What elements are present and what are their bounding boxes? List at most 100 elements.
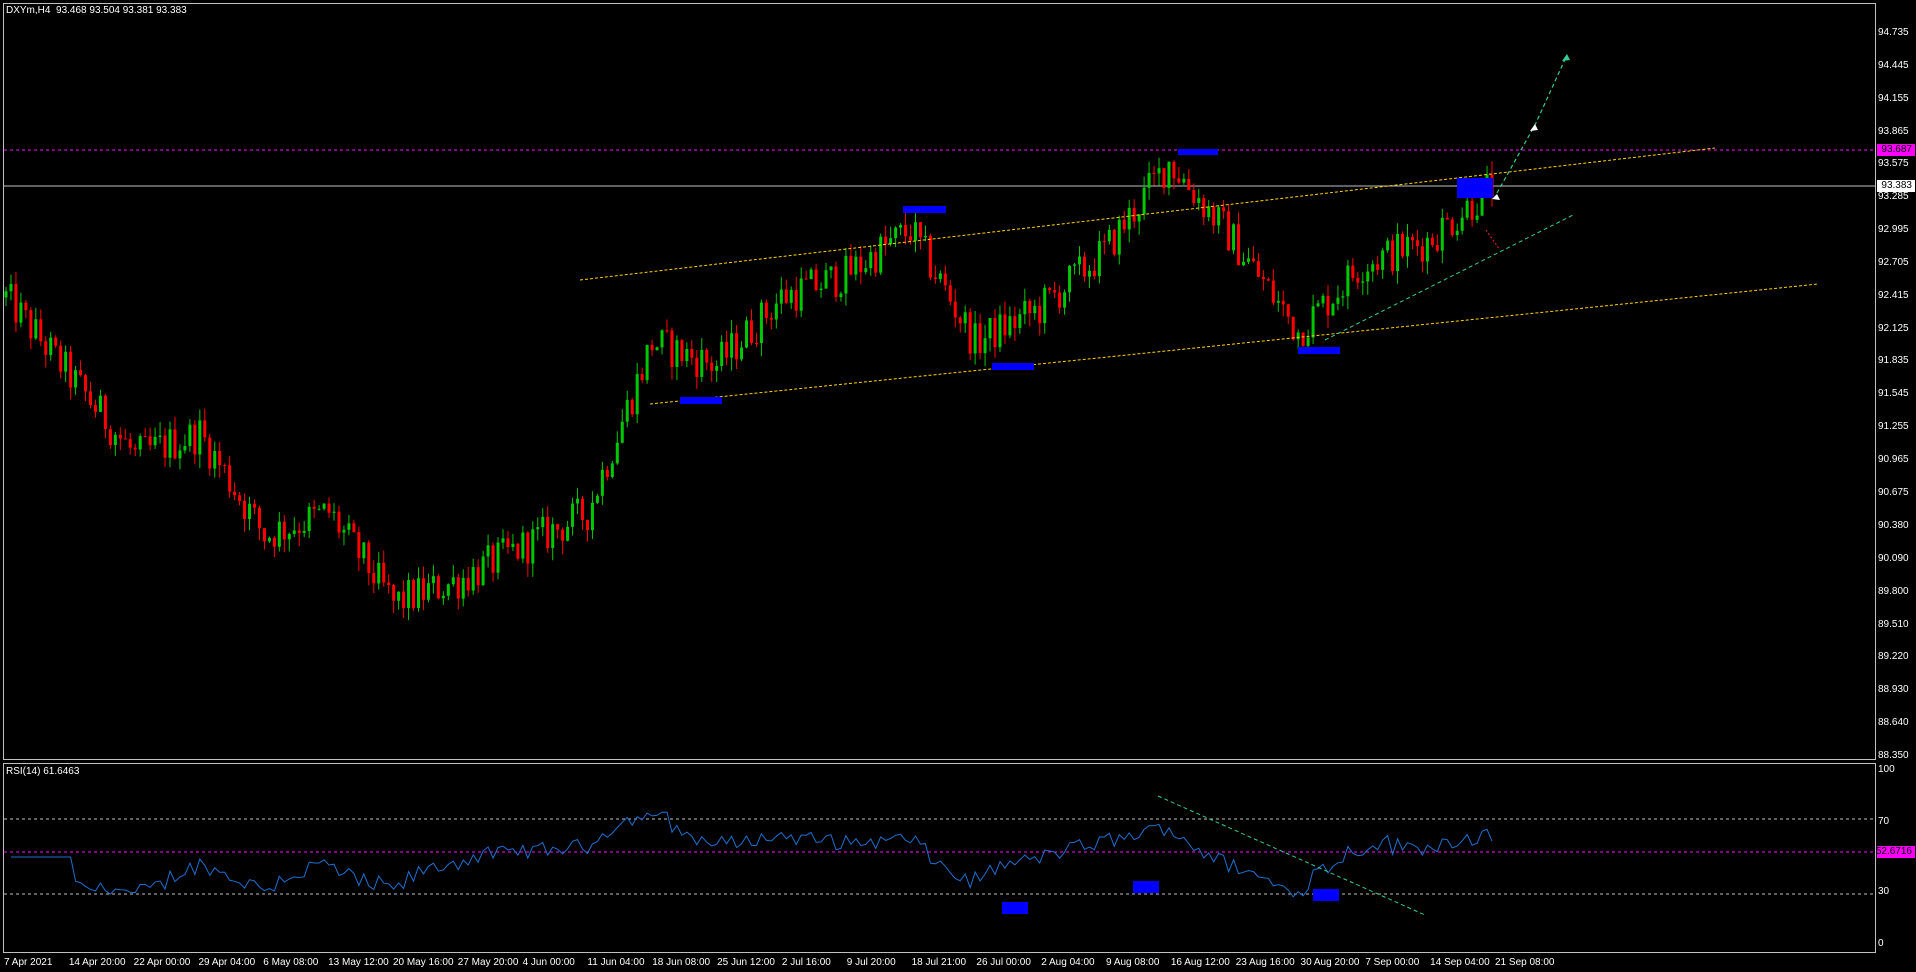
- price-panel-border: [3, 3, 1876, 760]
- candle-body: [844, 255, 848, 294]
- rsi-divergence-line[interactable]: [1157, 795, 1426, 916]
- candle-body: [600, 469, 604, 496]
- candle-body: [233, 491, 237, 496]
- candle-body: [784, 289, 788, 303]
- candle-body: [1023, 300, 1027, 315]
- candle-body: [392, 584, 396, 601]
- candle-body: [1197, 198, 1201, 203]
- candle-body: [1391, 240, 1395, 272]
- rsi-zone-2[interactable]: [1133, 881, 1159, 893]
- candle-body: [456, 577, 460, 599]
- candle-body: [571, 503, 575, 527]
- candle-body: [615, 442, 619, 464]
- candle-body: [352, 523, 356, 533]
- candle-body: [357, 532, 361, 559]
- candle-body: [1251, 258, 1255, 262]
- candle-body: [312, 506, 316, 509]
- time-axis-label: 9 Jul 20:00: [846, 957, 896, 968]
- candle-body: [248, 503, 252, 519]
- candle-body: [367, 542, 371, 574]
- candle-body: [566, 526, 570, 541]
- swing-low-zone-2[interactable]: [992, 363, 1034, 370]
- candle-body: [39, 319, 43, 342]
- candle-body: [973, 323, 977, 354]
- candle-body: [14, 283, 18, 323]
- breakout-zone[interactable]: [1457, 178, 1493, 198]
- price-axis-label: 90.380: [1878, 520, 1909, 532]
- price-axis-label: 90.090: [1878, 552, 1909, 564]
- candle-body: [1008, 316, 1012, 336]
- candle-body: [223, 465, 227, 467]
- candle-body: [839, 293, 843, 298]
- price-axis-label: 88.350: [1878, 750, 1909, 761]
- candle-body: [1068, 265, 1072, 293]
- swing-high-zone-2[interactable]: [1178, 149, 1218, 155]
- price-axis-label: 89.220: [1878, 651, 1909, 663]
- candle-body: [918, 222, 922, 238]
- time-axis-label: 21 Sep 08:00: [1495, 957, 1555, 968]
- candle-body: [660, 330, 664, 348]
- candle-body: [461, 577, 465, 599]
- swing-low-zone-3[interactable]: [1298, 347, 1340, 354]
- price-axis-label: 93.575: [1878, 158, 1909, 170]
- time-axis-label: 29 Apr 04:00: [198, 957, 256, 968]
- candle-body: [526, 532, 530, 564]
- price-axis-label: 90.965: [1878, 453, 1909, 465]
- rising-trend-line[interactable]: [1324, 213, 1576, 341]
- time-axis-label: 11 Jun 04:00: [587, 957, 645, 968]
- time-axis-label: 7 Apr 2021: [4, 957, 53, 968]
- candle-body: [933, 277, 937, 279]
- candle-body: [546, 516, 550, 548]
- candle-body: [1321, 295, 1325, 304]
- candle-body: [1331, 303, 1335, 316]
- price-axis-label: 91.835: [1878, 355, 1909, 367]
- candle-body: [436, 576, 440, 599]
- time-axis-label: 23 Aug 16:00: [1235, 957, 1295, 968]
- candle-body: [774, 303, 778, 320]
- channel-upper-line[interactable]: [579, 147, 1716, 281]
- candle-body: [605, 469, 609, 477]
- rsi-zone-3[interactable]: [1313, 889, 1339, 901]
- candle-body: [1112, 229, 1116, 255]
- time-axis-label: 14 Apr 20:00: [68, 957, 126, 968]
- candle-body: [1132, 207, 1136, 222]
- candle-body: [342, 529, 346, 533]
- candle-body: [1336, 297, 1340, 304]
- candle-body: [1425, 237, 1429, 262]
- candle-body: [193, 424, 197, 455]
- swing-high-zone-1[interactable]: [903, 206, 946, 213]
- candle-body: [1038, 305, 1042, 324]
- candle-body: [625, 399, 629, 422]
- candle-body: [183, 446, 187, 451]
- resistance-price-tag: 93.687: [1881, 144, 1912, 155]
- candle-body: [54, 337, 58, 346]
- rsi-zone-1[interactable]: [1002, 902, 1028, 914]
- candle-body: [1271, 280, 1275, 303]
- candle-body: [188, 424, 192, 447]
- candle-body: [103, 395, 107, 430]
- candle-body: [700, 349, 704, 377]
- candle-body: [511, 543, 515, 547]
- candle-body: [1033, 305, 1037, 314]
- candle-body: [128, 439, 132, 448]
- candle-body: [307, 506, 311, 532]
- candle-body: [387, 582, 391, 585]
- projection-path[interactable]: [1496, 54, 1568, 194]
- candle-body: [252, 503, 256, 508]
- candle-body: [1227, 211, 1231, 251]
- candle-body: [824, 270, 828, 289]
- rsi-tag-bg: [1877, 846, 1915, 858]
- candle-body: [551, 524, 555, 548]
- time-axis-label: 27 May 20:00: [457, 957, 519, 968]
- candle-body: [84, 375, 88, 392]
- candle-body: [213, 450, 217, 469]
- candle-body: [620, 421, 624, 443]
- candle-body: [670, 330, 674, 367]
- candle-body: [958, 317, 962, 324]
- swing-low-zone-1[interactable]: [680, 397, 722, 404]
- candle-body: [521, 532, 525, 559]
- channel-lower-line[interactable]: [649, 283, 1819, 405]
- candle-body: [735, 333, 739, 360]
- candle-body: [262, 528, 266, 542]
